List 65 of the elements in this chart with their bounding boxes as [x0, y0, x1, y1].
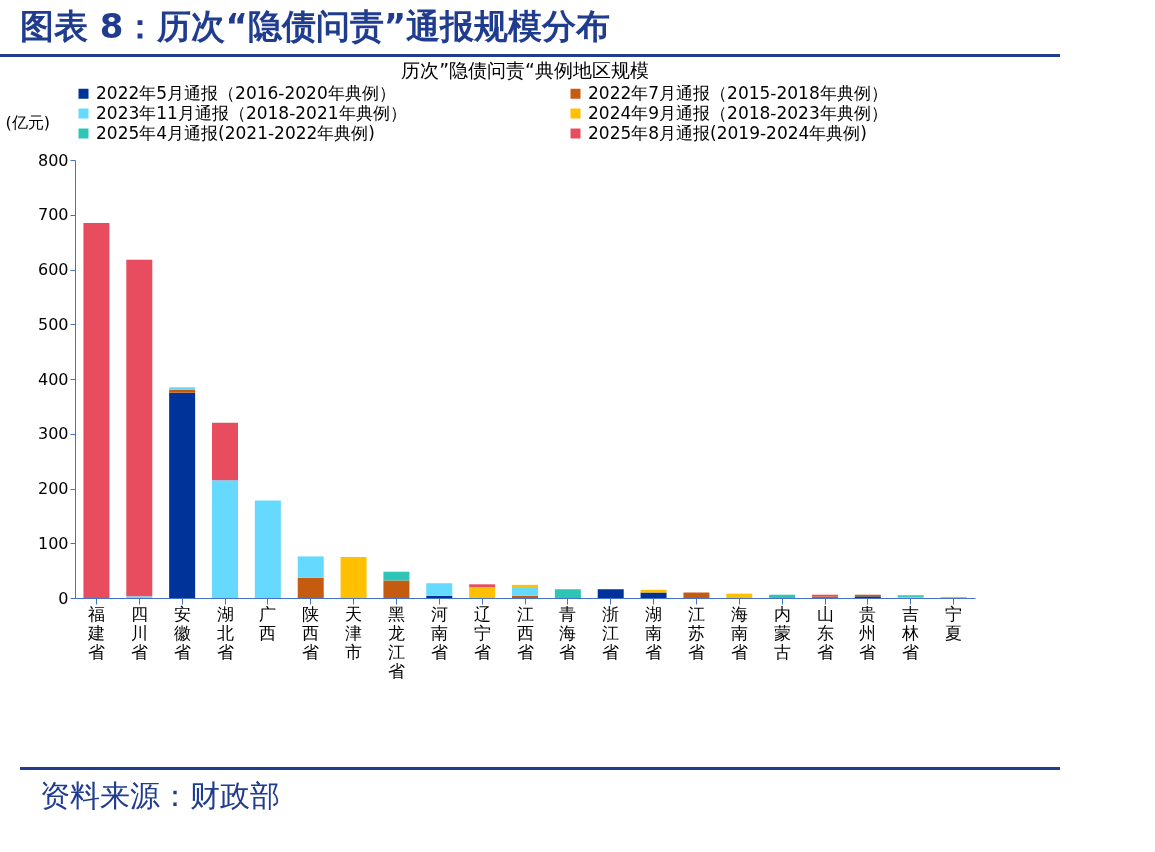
x-tick-label: 江西省 — [516, 603, 534, 662]
y-tick-label: 800 — [37, 150, 69, 170]
y-tick-label: 0 — [58, 588, 69, 608]
legend-label: 2023年11月通报（2018-2021年典例） — [96, 102, 407, 123]
y-tick-label: 300 — [37, 424, 69, 444]
bar — [469, 587, 496, 598]
y-tick-label: 600 — [37, 260, 69, 279]
x-tick-label: 山东省 — [816, 603, 834, 662]
x-tick-label: 四川省 — [130, 603, 148, 662]
bar — [297, 556, 324, 578]
x-tick-label: 辽宁省 — [473, 603, 491, 662]
bar — [126, 259, 153, 597]
bar — [469, 584, 496, 588]
chart-title: 图表 8：历次“隐债问责”通报规模分布 — [0, 0, 1060, 57]
legend-label: 2024年9月通报（2018-2023年典例） — [588, 102, 888, 123]
bar — [554, 589, 581, 598]
bar — [512, 587, 538, 596]
x-tick-label: 安徽省 — [173, 603, 191, 662]
bar — [340, 556, 367, 598]
bar — [640, 592, 667, 598]
bar — [769, 594, 796, 598]
x-tick-label: 福建省 — [86, 603, 105, 662]
bar — [597, 589, 624, 598]
y-tick-label: 500 — [37, 314, 69, 334]
bar — [512, 584, 538, 588]
text: 资料来源：财政部 — [20, 767, 1060, 823]
x-tick-label: 贵州省 — [859, 603, 877, 662]
bar — [169, 392, 196, 598]
legend-label: 2025年4月通报(2021-2022年典例) — [96, 122, 376, 143]
x-tick-label: 宁夏 — [945, 603, 963, 643]
x-tick-label: 河南省 — [430, 603, 448, 662]
bar — [640, 589, 667, 593]
y-axis-title: (亿元) — [5, 112, 50, 132]
x-tick-label: 广西 — [259, 603, 277, 643]
x-tick-label: 江苏省 — [687, 603, 705, 662]
x-tick-label: 湖北省 — [216, 603, 234, 662]
y-tick-label: 200 — [37, 479, 69, 498]
chart-subtitle: 历次”隐债问责“典例地区规模 — [401, 59, 649, 81]
bar — [83, 222, 110, 598]
x-tick-label: 浙江省 — [602, 603, 620, 662]
y-tick-label: 700 — [37, 205, 69, 225]
bar — [426, 583, 453, 596]
bar — [297, 577, 324, 598]
x-tick-label: 吉林省 — [901, 603, 920, 662]
legend-label: 2025年8月通报(2019-2024年典例) — [588, 122, 868, 143]
x-tick-label: 海南省 — [730, 603, 748, 662]
x-tick-label: 天津市 — [345, 603, 363, 662]
bar — [383, 580, 410, 598]
y-tick-label: 100 — [37, 533, 69, 553]
bar — [212, 422, 238, 481]
x-tick-label: 内蒙古 — [773, 603, 791, 662]
bar — [383, 571, 410, 581]
bar — [512, 595, 538, 598]
bar — [683, 592, 710, 598]
bar — [726, 593, 753, 598]
x-tick-label: 青海省 — [559, 603, 577, 662]
y-tick-label: 400 — [37, 369, 69, 389]
x-tick-label: 湖南省 — [645, 603, 663, 662]
x-tick-label: 黑龙江省 — [387, 603, 405, 681]
bar — [426, 595, 453, 598]
x-tick-label: 陕西省 — [302, 603, 320, 662]
bar — [254, 500, 281, 598]
bar — [212, 480, 238, 598]
legend-label: 2022年7月通报（2015-2018年典例） — [588, 82, 888, 103]
legend-label: 2022年5月通报（2016-2020年典例） — [96, 82, 396, 103]
